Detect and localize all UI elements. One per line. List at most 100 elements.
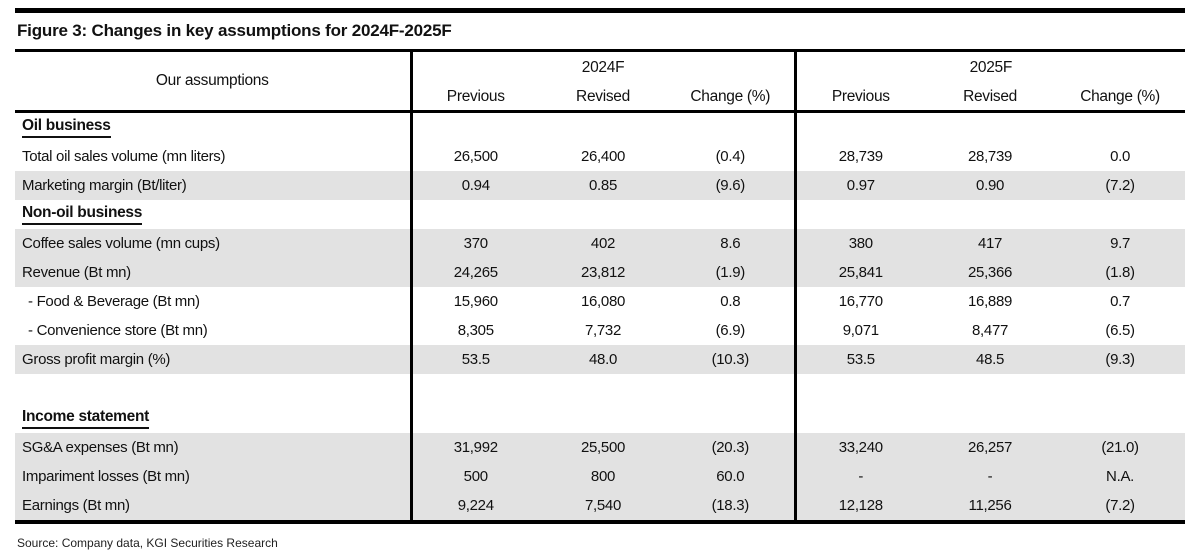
value-cell [793, 374, 926, 404]
table-body: Oil business Total oil sales volume (mn l… [15, 111, 1186, 522]
value-cell: 7,732 [584, 322, 622, 339]
value-cell: 33,240 [793, 433, 926, 462]
row-label: - Convenience store (Bt mn) [28, 322, 208, 339]
value-cell: 25,366 [925, 258, 1056, 287]
value-cell [409, 374, 539, 404]
value-cell: 0.90 [925, 171, 1056, 200]
value-cell: 16,889 [967, 293, 1013, 310]
table-row: Total oil sales volume (mn liters) 26,500… [15, 142, 1185, 171]
col-header-2025f-revised: Revised [925, 83, 1056, 113]
section-heading: Income statement [22, 408, 149, 429]
value-cell [409, 404, 539, 433]
value-cell: 0.85 [539, 171, 667, 200]
section-row: Oil business [15, 111, 1185, 143]
value-cell [409, 111, 539, 142]
value-cell: (21.0) [1055, 433, 1186, 462]
value-cell [539, 200, 667, 229]
table-header: Our assumptions 2024F 2025F Previous Rev… [15, 50, 1186, 113]
assumptions-column-header: Our assumptions [15, 50, 411, 113]
table-row: Coffee sales volume (mn cups) 370 402 8.6 38… [15, 229, 1186, 258]
assumptions-table-container: Our assumptions 2024F 2025F Previous Rev… [15, 49, 1186, 524]
row-label: SG&A expenses (Bt mn) [15, 433, 411, 462]
figure-title: Figure 3: Changes in key assumptions for… [17, 21, 452, 40]
value-cell: 16,770 [793, 287, 926, 316]
col-header-2025f-previous: Previous [793, 83, 926, 113]
value-cell: 12,128 [793, 491, 926, 522]
row-label: Earnings (Bt mn) [15, 491, 411, 522]
table-row: - Food & Beverage (Bt mn) 15,960 16,080 0.8… [15, 287, 1185, 316]
value-cell [793, 200, 926, 229]
value-cell [539, 374, 667, 404]
value-cell: (9.3) [1055, 345, 1186, 374]
row-label [15, 374, 411, 404]
value-cell: 9.7 [1055, 229, 1186, 258]
value-cell: 9,071 [793, 316, 926, 345]
subcolumn-header-row: Previous Revised Change (%) Previous Rev… [15, 83, 1186, 113]
value-cell: 0.94 [409, 171, 539, 200]
value-cell: 417 [925, 229, 1056, 258]
value-cell: 11,256 [925, 491, 1056, 522]
value-cell [793, 111, 926, 142]
section-heading: Oil business [22, 117, 111, 138]
value-cell [925, 374, 1055, 404]
value-cell: 402 [539, 229, 667, 258]
value-cell: 23,812 [539, 258, 667, 287]
value-cell: (18.3) [667, 491, 796, 522]
value-cell [1055, 200, 1185, 229]
value-cell: 8.6 [667, 229, 796, 258]
value-cell [539, 404, 667, 433]
year-header-row: Our assumptions 2024F 2025F [15, 50, 1186, 113]
value-cell: 0.8 [720, 293, 741, 310]
value-cell: 53.5 [409, 345, 539, 374]
value-cell [1055, 404, 1185, 433]
col-header-2024f-change: Change (%) [667, 83, 796, 113]
value-cell: 15,960 [409, 287, 539, 316]
value-cell [667, 112, 795, 143]
value-cell: (7.2) [1055, 491, 1186, 522]
row-label: - Food & Beverage (Bt mn) [28, 293, 200, 310]
value-cell: 26,400 [580, 148, 626, 165]
value-cell: (7.2) [1055, 171, 1186, 200]
table-row: Impariment losses (Bt mn) 500 800 60.0- - N.A… [15, 462, 1186, 491]
value-cell: 8,305 [409, 316, 539, 345]
source-note: Source: Company data, KGI Securities Res… [17, 536, 278, 550]
row-label: Gross profit margin (%) [15, 345, 411, 374]
value-cell [667, 404, 795, 433]
assumptions-table: Our assumptions 2024F 2025F Previous Rev… [15, 49, 1186, 524]
value-cell: 25,841 [793, 258, 926, 287]
value-cell: 16,080 [580, 293, 626, 310]
table-row: Gross profit margin (%) 53.5 48.0 (10.3) 53.… [15, 345, 1186, 374]
value-cell: 26,500 [409, 142, 539, 171]
value-cell: 31,992 [409, 433, 539, 462]
value-cell: 0.0 [1110, 148, 1131, 165]
value-cell: (1.9) [667, 258, 796, 287]
row-label: Income statement [15, 404, 411, 433]
table-row: SG&A expenses (Bt mn) 31,992 25,500 (20.3) 3… [15, 433, 1186, 462]
value-cell [925, 112, 1055, 143]
row-label: Total oil sales volume (mn liters) [22, 148, 226, 165]
section-row: Income statement [15, 404, 1185, 433]
col-header-2024f-previous: Previous [409, 83, 539, 113]
value-cell [409, 200, 539, 229]
value-cell [539, 112, 667, 143]
value-cell: 60.0 [667, 462, 796, 491]
row-label: Revenue (Bt mn) [15, 258, 411, 287]
value-cell: - [793, 462, 926, 491]
value-cell: 9,224 [409, 491, 539, 522]
top-rule [15, 8, 1185, 13]
value-cell: 28,739 [967, 148, 1013, 165]
value-cell [1055, 112, 1185, 143]
value-cell: 500 [409, 462, 539, 491]
table-row: - Convenience store (Bt mn) 8,305 7,732 (6.… [15, 316, 1185, 345]
row-label: Oil business [15, 112, 411, 143]
spacer-row [15, 374, 1185, 404]
year-group-2025f-header: 2025F [793, 50, 1186, 83]
value-cell: 25,500 [539, 433, 667, 462]
value-cell: 7,540 [539, 491, 667, 522]
value-cell: (0.4) [715, 148, 746, 165]
table-row: Marketing margin (Bt/liter) 0.94 0.85 (9.6)… [15, 171, 1186, 200]
value-cell [667, 374, 795, 404]
value-cell [667, 200, 795, 229]
value-cell: (6.9) [715, 322, 746, 339]
